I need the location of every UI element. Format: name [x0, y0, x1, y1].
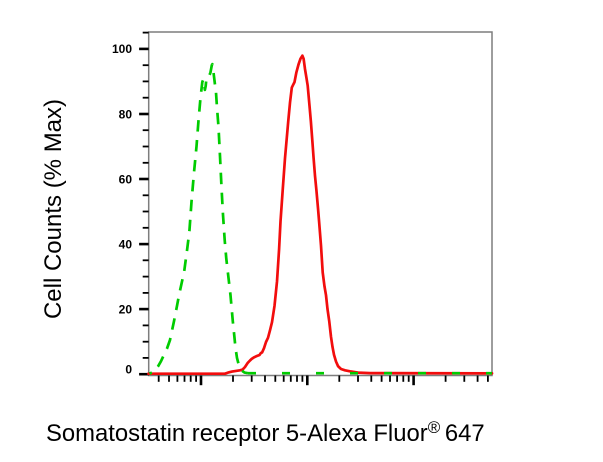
svg-text:80: 80: [119, 107, 133, 121]
svg-text:0: 0: [125, 363, 132, 377]
svg-text:40: 40: [119, 237, 133, 251]
svg-text:100: 100: [112, 42, 132, 56]
svg-text:60: 60: [119, 172, 133, 186]
svg-text:20: 20: [119, 302, 133, 316]
svg-text:Somatostatin receptor 5-Alexa: Somatostatin receptor 5-Alexa Fluor® 647: [46, 418, 485, 447]
svg-text:Cell Counts (% Max): Cell Counts (% Max): [40, 99, 67, 319]
